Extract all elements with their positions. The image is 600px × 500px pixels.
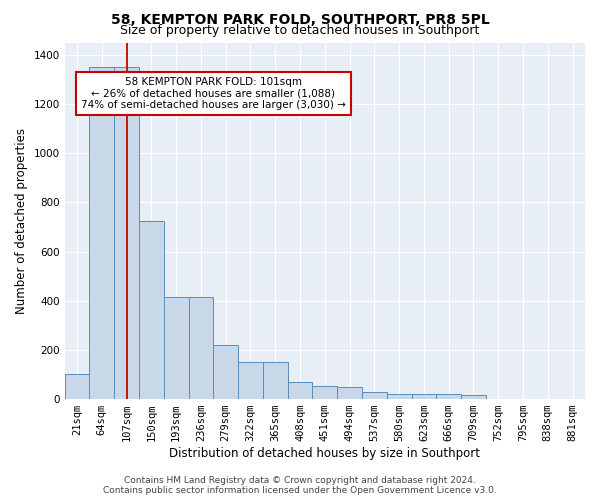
Bar (412, 394, 436, 399)
Bar (114, 67, 139, 399)
Bar (337, 387, 362, 399)
Bar (164, 297, 188, 399)
X-axis label: Distribution of detached houses by size in Southport: Distribution of detached houses by size … (169, 447, 481, 460)
Bar (287, 382, 313, 399)
Bar (387, 394, 412, 399)
Bar (362, 392, 387, 399)
Bar (65, 374, 89, 399)
Bar (238, 362, 263, 399)
Text: 58 KEMPTON PARK FOLD: 101sqm
← 26% of detached houses are smaller (1,088)
74% of: 58 KEMPTON PARK FOLD: 101sqm ← 26% of de… (81, 77, 346, 110)
Y-axis label: Number of detached properties: Number of detached properties (15, 128, 28, 314)
Bar (188, 297, 214, 399)
Bar (89, 67, 114, 399)
Bar (263, 362, 287, 399)
Text: Contains HM Land Registry data © Crown copyright and database right 2024.
Contai: Contains HM Land Registry data © Crown c… (103, 476, 497, 495)
Text: 58, KEMPTON PARK FOLD, SOUTHPORT, PR8 5PL: 58, KEMPTON PARK FOLD, SOUTHPORT, PR8 5P… (110, 12, 490, 26)
Bar (139, 221, 164, 399)
Bar (313, 386, 337, 399)
Bar (436, 394, 461, 399)
Bar (214, 345, 238, 399)
Bar (461, 396, 486, 399)
Text: Size of property relative to detached houses in Southport: Size of property relative to detached ho… (121, 24, 479, 37)
